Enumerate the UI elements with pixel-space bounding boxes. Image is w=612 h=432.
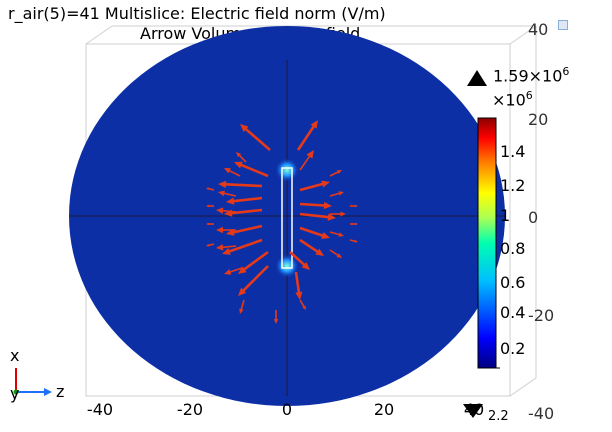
field-arrow xyxy=(228,208,263,215)
x-axis-tick: 0 xyxy=(281,400,293,419)
field-arrow-head xyxy=(354,240,358,243)
field-arrow-head xyxy=(206,222,209,226)
colorbar xyxy=(477,117,497,369)
field-arrow-head xyxy=(315,248,324,256)
colorbar-tick-label: 1.4 xyxy=(500,142,526,161)
axis-triad xyxy=(13,368,52,396)
field-arrow xyxy=(230,224,263,235)
field-arrow xyxy=(299,212,332,219)
field-arrow xyxy=(299,226,326,238)
colorbar-tick-label: 0.2 xyxy=(500,339,526,358)
field-arrow xyxy=(294,271,301,296)
field-arrow-head xyxy=(216,207,224,214)
field-arrow xyxy=(299,202,328,207)
triad-y-label: y xyxy=(10,384,20,403)
colorbar-tick-label: 0.6 xyxy=(500,273,526,292)
field-arrow-head xyxy=(310,120,318,129)
electric-field-arrows xyxy=(206,120,358,324)
field-arrow xyxy=(299,238,321,255)
x-axis-tick: -20 xyxy=(176,400,204,419)
field-arrow-head xyxy=(327,213,336,221)
colorbar-tick-label: 1 xyxy=(500,206,511,225)
colorbar-min-label: 2.2 xyxy=(488,409,509,424)
field-arrow-head xyxy=(206,187,210,190)
plot-title-line1: r_air(5)=41 Multislice: Electric field n… xyxy=(8,4,386,23)
min-triangle-icon xyxy=(463,404,483,418)
field-arrow-head xyxy=(234,161,243,169)
right-axis-tick: -20 xyxy=(528,306,555,325)
x-axis-tick: 20 xyxy=(373,400,395,419)
triad-x-label: x xyxy=(10,346,20,365)
field-arrow-head xyxy=(224,269,232,275)
right-axis-tick: -40 xyxy=(528,404,555,423)
colorbar-max-label: 1.59×106 xyxy=(493,65,570,86)
field-arrow xyxy=(242,126,271,151)
field-arrow xyxy=(289,251,308,268)
dipole-antenna xyxy=(281,167,293,269)
field-arrow xyxy=(296,123,317,151)
field-arrow xyxy=(222,182,263,188)
field-arrow xyxy=(230,196,263,203)
triad-z-label: z xyxy=(56,382,65,401)
field-arrow-head xyxy=(301,261,310,270)
field-arrow-head xyxy=(336,170,342,174)
colorbar-tick-label: 1.2 xyxy=(500,176,526,195)
field-arrow-head xyxy=(355,222,358,226)
x-axis-tick: 40 xyxy=(463,400,485,419)
field-arrow xyxy=(299,153,312,171)
field-hotspot-top xyxy=(275,158,299,182)
field-arrow-head xyxy=(218,180,227,188)
field-arrow-head xyxy=(302,305,306,310)
colorbar-tick-label: 0.4 xyxy=(500,303,526,322)
field-arrow-head xyxy=(222,247,231,255)
field-arrow-head xyxy=(306,150,314,159)
field-arrow-head xyxy=(323,201,332,210)
field-arrow-head xyxy=(236,152,242,158)
field-arrow-head xyxy=(321,180,330,188)
field-arrow xyxy=(299,181,326,192)
right-axis-tick: 0 xyxy=(528,208,539,227)
field-arrow-head xyxy=(273,319,279,324)
field-arrow-head xyxy=(338,232,344,237)
field-arrow-head xyxy=(321,232,330,239)
field-arrow xyxy=(240,265,269,294)
field-arrow-head xyxy=(224,168,231,174)
field-arrow-head xyxy=(338,191,344,196)
field-arrow-head xyxy=(238,266,247,274)
field-arrow-head xyxy=(355,204,358,208)
colorbar-scale-label: ×106 xyxy=(492,89,533,110)
colorbar-tick-label: 0.8 xyxy=(500,239,526,258)
field-arrow-head xyxy=(336,253,342,258)
field-arrow-head xyxy=(206,204,209,208)
field-arrow-head xyxy=(216,226,223,234)
right-axis-tick: 20 xyxy=(528,110,549,129)
field-arrow-head xyxy=(240,124,249,132)
field-arrow xyxy=(241,250,269,273)
field-arrow-head xyxy=(216,244,224,251)
max-triangle-icon xyxy=(467,70,487,86)
field-arrow-head xyxy=(295,291,303,300)
x-axis-tick: -40 xyxy=(86,400,114,419)
field-arrow xyxy=(226,238,263,254)
field-arrow-head xyxy=(218,190,225,197)
field-arrow-head xyxy=(340,211,346,217)
right-axis-tick: 40 xyxy=(528,20,549,39)
field-arrow-head xyxy=(238,287,247,296)
field-arrow-head xyxy=(206,244,210,247)
field-arrow xyxy=(237,162,269,178)
field-arrow-head xyxy=(239,308,244,314)
field-hotspot-bottom xyxy=(275,254,299,278)
window-icon[interactable] xyxy=(558,20,568,30)
field-arrow-head xyxy=(226,197,235,205)
